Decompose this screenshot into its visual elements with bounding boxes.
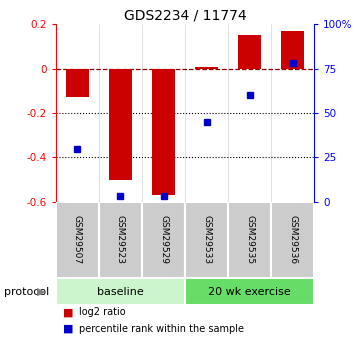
Bar	[66, 69, 89, 97]
Title: GDS2234 / 11774: GDS2234 / 11774	[124, 9, 246, 23]
Bar	[99, 202, 142, 278]
Bar	[281, 31, 304, 69]
Bar	[185, 202, 228, 278]
Text: GSM29535: GSM29535	[245, 215, 254, 264]
Text: percentile rank within the sample: percentile rank within the sample	[79, 324, 244, 334]
Bar	[238, 35, 261, 69]
Text: ■: ■	[63, 324, 74, 334]
Text: 20 wk exercise: 20 wk exercise	[208, 287, 291, 296]
Text: GSM29529: GSM29529	[159, 215, 168, 264]
Bar	[228, 202, 271, 278]
Text: ■: ■	[63, 307, 74, 317]
Bar	[56, 202, 99, 278]
Bar	[195, 68, 218, 69]
Text: log2 ratio: log2 ratio	[79, 307, 126, 317]
Text: GSM29523: GSM29523	[116, 215, 125, 264]
Bar	[109, 69, 132, 180]
Text: protocol: protocol	[4, 287, 49, 296]
Text: baseline: baseline	[97, 287, 144, 296]
Bar	[271, 202, 314, 278]
Text: GSM29533: GSM29533	[202, 215, 211, 264]
Bar	[56, 278, 185, 305]
Text: GSM29536: GSM29536	[288, 215, 297, 264]
Text: ▶: ▶	[37, 287, 46, 296]
Bar	[142, 202, 185, 278]
Text: GSM29507: GSM29507	[73, 215, 82, 264]
Bar	[185, 278, 314, 305]
Bar	[152, 69, 175, 195]
